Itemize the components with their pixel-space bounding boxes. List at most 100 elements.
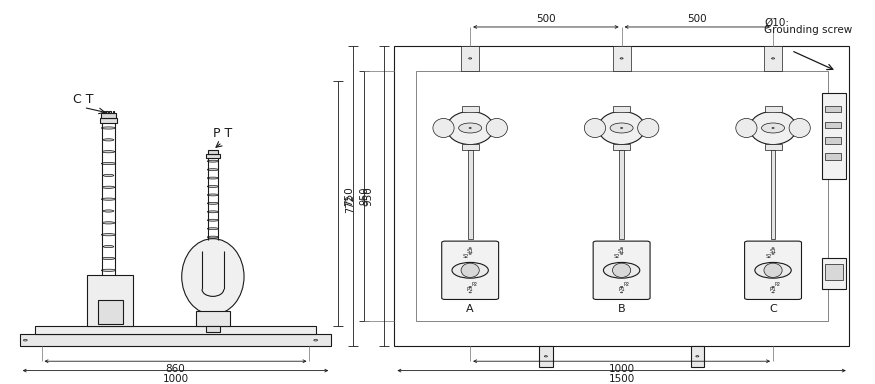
Ellipse shape (102, 269, 116, 271)
Ellipse shape (207, 236, 219, 238)
Ellipse shape (103, 245, 114, 248)
Bar (824, 153, 841, 160)
Bar (107, 111, 108, 113)
Ellipse shape (182, 239, 244, 314)
Text: S1: S1 (769, 249, 776, 254)
Text: 860: 860 (165, 364, 186, 374)
Bar (461, 46, 480, 71)
Bar (206, 154, 220, 158)
Bar (822, 258, 846, 289)
Text: S1: S1 (618, 249, 625, 254)
Bar (462, 106, 479, 111)
Ellipse shape (207, 228, 219, 230)
Circle shape (772, 292, 774, 293)
Ellipse shape (207, 160, 219, 162)
Circle shape (761, 123, 785, 133)
Text: A: A (466, 304, 474, 314)
Text: 950: 950 (364, 186, 374, 206)
Text: Ø10:: Ø10: (764, 18, 789, 28)
Circle shape (458, 123, 481, 133)
Ellipse shape (461, 263, 480, 277)
Circle shape (620, 248, 623, 249)
Bar (113, 111, 114, 113)
Circle shape (604, 262, 640, 278)
Ellipse shape (102, 233, 116, 236)
Bar (462, 144, 479, 150)
Text: 1000: 1000 (608, 364, 634, 374)
Bar (613, 106, 630, 111)
Bar (196, 311, 230, 326)
Ellipse shape (584, 119, 605, 137)
Bar (612, 46, 631, 71)
Ellipse shape (102, 198, 116, 200)
Bar (690, 346, 704, 367)
Text: P1: P1 (770, 287, 776, 292)
Circle shape (620, 292, 623, 293)
Ellipse shape (789, 119, 810, 137)
Ellipse shape (736, 119, 757, 137)
Ellipse shape (207, 185, 219, 187)
Bar (100, 118, 117, 123)
Ellipse shape (207, 202, 219, 204)
Text: S1: S1 (466, 249, 473, 254)
Bar (98, 300, 123, 324)
Ellipse shape (102, 186, 115, 189)
Ellipse shape (207, 194, 219, 196)
Ellipse shape (103, 210, 114, 212)
Bar (87, 275, 134, 326)
Circle shape (452, 262, 488, 278)
Text: P2: P2 (623, 282, 629, 287)
Text: 1000: 1000 (163, 374, 189, 384)
Bar (771, 150, 775, 239)
Text: P2: P2 (472, 282, 478, 287)
FancyBboxPatch shape (442, 241, 499, 300)
Text: 500: 500 (536, 14, 556, 24)
Ellipse shape (447, 111, 493, 145)
Text: P2: P2 (774, 282, 780, 287)
Ellipse shape (638, 119, 659, 137)
Ellipse shape (750, 111, 796, 145)
Bar (765, 144, 781, 150)
Circle shape (620, 253, 623, 254)
FancyBboxPatch shape (745, 241, 802, 300)
Bar (35, 326, 316, 334)
Bar (539, 346, 552, 367)
Text: 1500: 1500 (608, 374, 634, 384)
Text: 500: 500 (688, 14, 707, 24)
Circle shape (772, 253, 774, 254)
Ellipse shape (102, 257, 115, 260)
Ellipse shape (207, 219, 219, 221)
Circle shape (469, 292, 472, 293)
Bar (613, 144, 630, 150)
Text: P1: P1 (619, 287, 625, 292)
Ellipse shape (433, 119, 454, 137)
Bar (103, 111, 105, 113)
Text: S2: S2 (614, 254, 620, 259)
Ellipse shape (102, 162, 116, 165)
Ellipse shape (612, 263, 631, 277)
Circle shape (610, 123, 634, 133)
Bar (764, 46, 782, 71)
Ellipse shape (102, 127, 116, 129)
Ellipse shape (207, 211, 219, 213)
FancyBboxPatch shape (593, 241, 650, 300)
Text: C T: C T (74, 93, 94, 106)
Ellipse shape (103, 174, 114, 177)
Bar (20, 334, 332, 346)
Text: B: B (618, 304, 626, 314)
Text: 772: 772 (345, 194, 355, 213)
Bar (765, 106, 781, 111)
Bar (416, 71, 828, 321)
Bar (109, 111, 111, 113)
Circle shape (620, 127, 623, 129)
Bar (468, 150, 472, 239)
Circle shape (772, 248, 774, 249)
Bar (822, 93, 846, 179)
Bar (395, 46, 849, 346)
Ellipse shape (102, 151, 115, 153)
Text: P1: P1 (466, 287, 473, 292)
Ellipse shape (207, 169, 219, 170)
Ellipse shape (102, 222, 115, 224)
Circle shape (469, 248, 472, 249)
Text: 750: 750 (344, 186, 354, 206)
